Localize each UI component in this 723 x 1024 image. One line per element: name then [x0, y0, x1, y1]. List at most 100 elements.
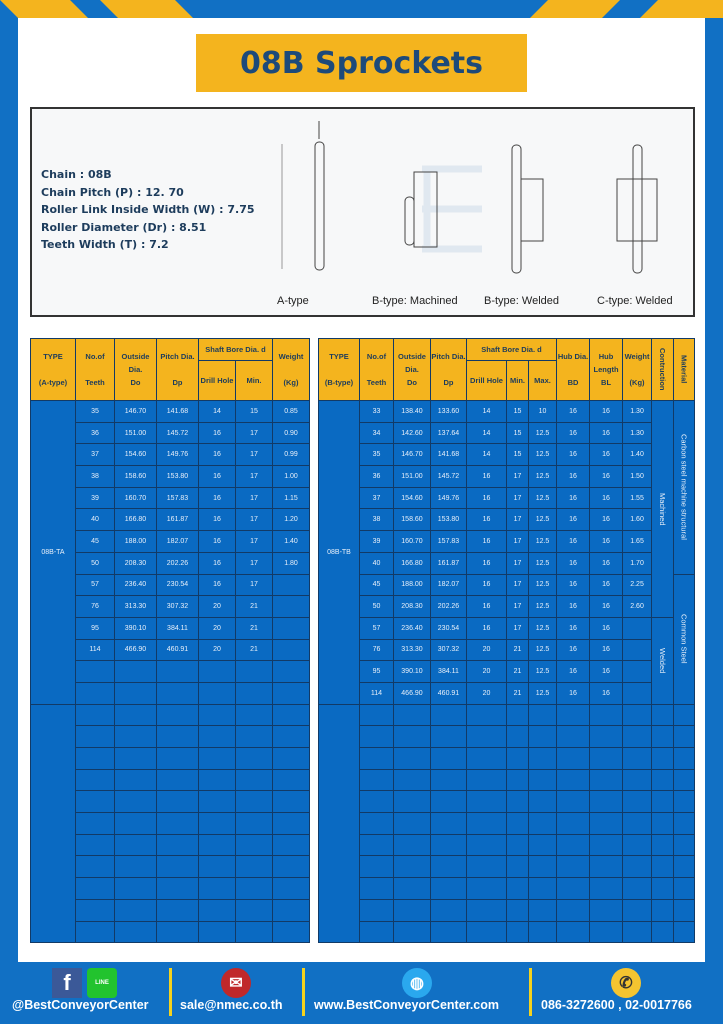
table-cell: 16 [589, 551, 624, 575]
table-cell [114, 898, 157, 922]
table-cell: 16 [556, 421, 591, 445]
table-cell: 15 [506, 400, 529, 423]
table-cell: 16 [589, 443, 624, 467]
construction-machined: Machined [651, 400, 675, 618]
table-cell: 17 [235, 486, 273, 510]
table-cell [235, 725, 273, 748]
diagram-a-type [281, 121, 325, 271]
table-cell: 16 [589, 681, 624, 705]
table-cell: 16 [589, 465, 624, 488]
table-cell: 21 [506, 660, 529, 683]
table-cell [506, 790, 529, 814]
table-cell [556, 703, 591, 727]
table-cell: 151.00 [114, 421, 157, 445]
table-cell: 1.60 [622, 508, 653, 532]
a-type-table: TYPE (A-type) No.of Teeth Outside Dia. Do Pi… [30, 338, 310, 944]
table-cell [651, 877, 675, 900]
table-cell: 16 [466, 508, 507, 532]
table-cell [527, 833, 558, 857]
header-outside-dia: Outside Dia. Do [114, 338, 157, 401]
table-cell: 16 [466, 465, 507, 488]
table-cell [622, 898, 653, 922]
table-cell [114, 833, 157, 857]
line-icon[interactable]: LINE [87, 968, 117, 998]
table-cell: 15 [235, 400, 273, 423]
table-cell: 12.5 [527, 486, 558, 510]
email-link[interactable]: sale@nmec.co.th [180, 998, 283, 1012]
table-cell [156, 812, 199, 835]
table-cell: 161.87 [430, 551, 467, 575]
table-cell [272, 747, 310, 770]
table-row [31, 877, 310, 900]
table-cell [156, 703, 199, 727]
watermark-logo [422, 165, 482, 253]
facebook-icon[interactable]: f [52, 968, 82, 998]
table-cell: 166.80 [114, 508, 157, 532]
table-cell [393, 812, 431, 835]
table-cell [272, 703, 310, 727]
table-cell: 236.40 [393, 616, 431, 640]
table-cell [673, 920, 696, 944]
table-cell: 188.00 [114, 530, 157, 553]
table-cell: 151.00 [393, 465, 431, 488]
phone-number[interactable]: 086-3272600 , 02-0017766 [541, 998, 692, 1012]
table-cell: 17 [506, 530, 529, 553]
table-cell: 16 [556, 551, 591, 575]
table-cell: 16 [589, 486, 624, 510]
table-cell: 17 [506, 595, 529, 618]
table-row [319, 790, 696, 814]
table-cell: 146.70 [393, 443, 431, 467]
table-cell [506, 833, 529, 857]
table-cell: 16 [198, 551, 236, 575]
table-cell [466, 703, 507, 727]
table-cell: 16 [589, 573, 624, 597]
table-cell: 202.26 [156, 551, 199, 575]
table-cell [673, 768, 696, 792]
table-cell: 17 [235, 551, 273, 575]
table-cell: 17 [235, 443, 273, 467]
table-row [30, 703, 310, 944]
table-cell: 16 [556, 530, 591, 553]
website-link[interactable]: www.BestConveyorCenter.com [314, 998, 500, 1012]
table-cell [673, 812, 696, 835]
table-cell: 36 [75, 421, 115, 445]
table-cell: 35 [75, 400, 115, 423]
table-cell: 14 [466, 443, 507, 467]
table-cell: 12.5 [527, 551, 558, 575]
table-cell: 1.40 [272, 530, 310, 553]
table-cell: 16 [589, 616, 624, 640]
table-cell: 1.30 [622, 421, 653, 445]
table-cell [359, 898, 394, 922]
header-weight: Weight (Kg) [622, 338, 653, 401]
header-teeth: No.of Teeth [359, 338, 394, 401]
table-cell [430, 768, 467, 792]
header-hub-length: Hub Length BL [589, 338, 624, 401]
table-cell [75, 747, 115, 770]
table-cell [527, 747, 558, 770]
table-cell: 17 [506, 465, 529, 488]
table-cell: 16 [556, 660, 591, 683]
table-cell [198, 920, 236, 944]
table-cell: 1.70 [622, 551, 653, 575]
table-cell: 16 [556, 616, 591, 640]
table-cell [651, 812, 675, 835]
social-handle[interactable]: @BestConveyorCenter [12, 998, 149, 1012]
table-cell [235, 681, 273, 705]
table-cell [556, 920, 591, 944]
table-cell: 145.72 [430, 465, 467, 488]
table-cell: 141.68 [430, 443, 467, 467]
table-cell [235, 877, 273, 900]
table-cell: 45 [75, 530, 115, 553]
table-cell [75, 833, 115, 857]
table-cell: 160.70 [393, 530, 431, 553]
table-row [318, 703, 696, 944]
header-min: Min. [506, 360, 529, 401]
table-cell [156, 877, 199, 900]
table-cell [359, 768, 394, 792]
table-row [319, 812, 696, 835]
table-cell: 16 [556, 638, 591, 662]
header-shaft-bore: Shaft Bore Dia. d [465, 338, 558, 361]
table-cell [272, 616, 310, 640]
header-max: Max. [527, 360, 558, 401]
table-cell: 16 [556, 443, 591, 467]
